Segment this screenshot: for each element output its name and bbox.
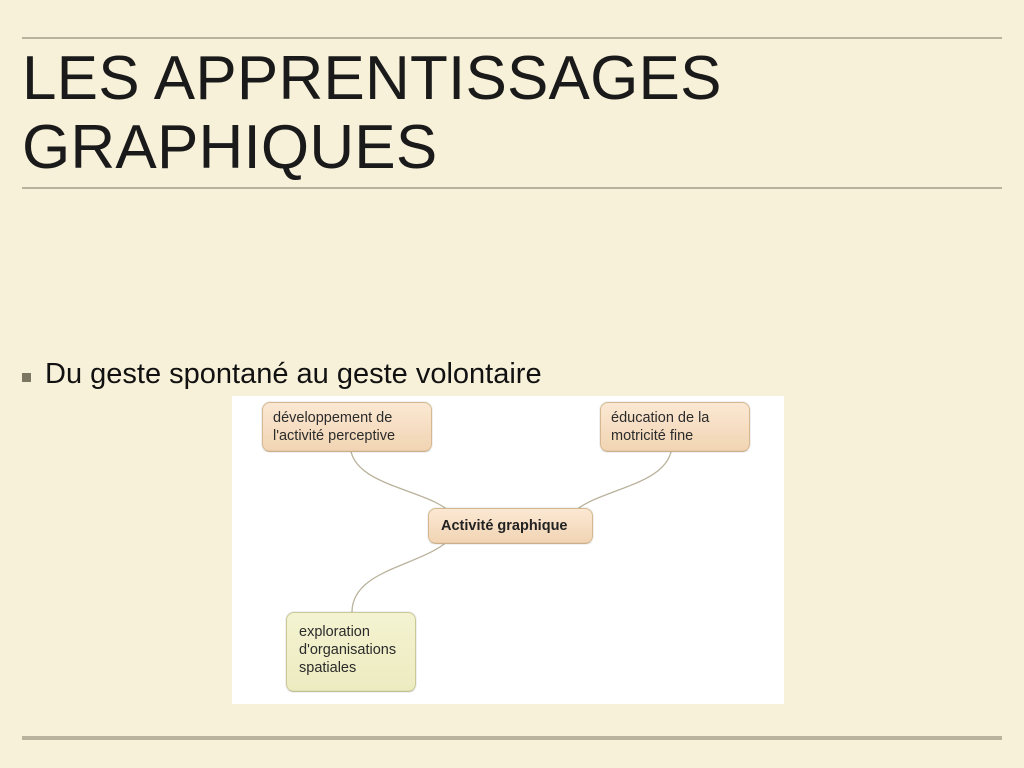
- bullet-item: Du geste spontané au geste volontaire: [22, 358, 542, 391]
- divider-under-title: [22, 187, 1002, 189]
- node-education-motricite-fine: éducation de la motricité fine: [600, 402, 750, 452]
- node-activite-graphique: Activité graphique: [428, 508, 593, 544]
- divider-bottom: [22, 736, 1002, 740]
- edge-tl-c: [350, 444, 454, 516]
- edge-tr-c: [570, 444, 672, 516]
- divider-top: [22, 37, 1002, 39]
- node-developpement-activite-perceptive: développement de l'activité perceptive: [262, 402, 432, 452]
- concept-diagram: développement de l'activité perceptive é…: [232, 396, 784, 704]
- node-exploration-organisations-spatiales: exploration d'organisations spatiales: [286, 612, 416, 692]
- slide: LES APPRENTISSAGES GRAPHIQUES Du geste s…: [0, 0, 1024, 768]
- page-title: LES APPRENTISSAGES GRAPHIQUES: [22, 44, 1024, 183]
- edge-bl-c: [352, 534, 454, 612]
- bullet-marker-icon: [22, 373, 31, 382]
- bullet-text: Du geste spontané au geste volontaire: [45, 358, 542, 391]
